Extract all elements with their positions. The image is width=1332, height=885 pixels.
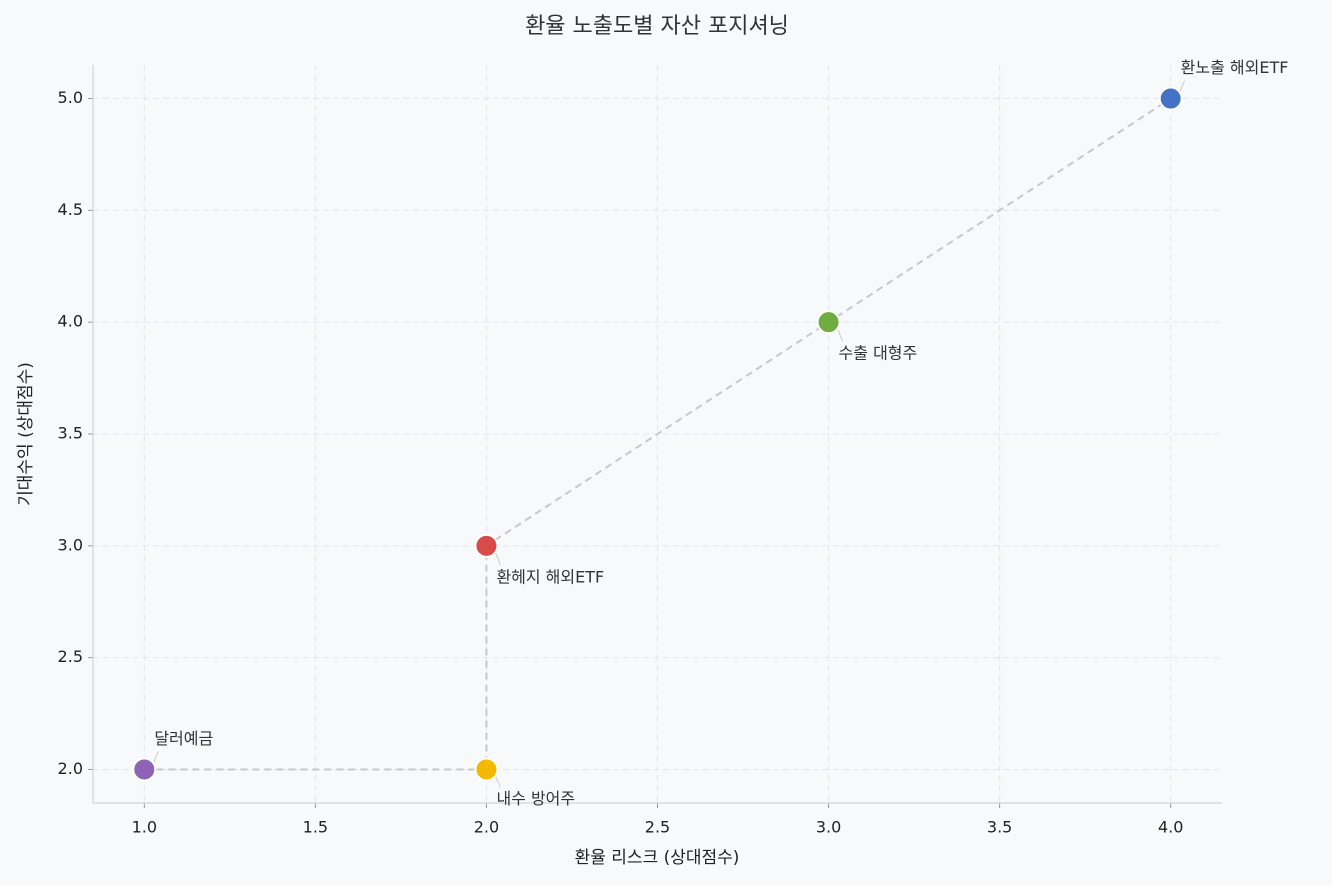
point-label: 환노출 해외ETF <box>1181 58 1289 77</box>
y-tick-label: 5.0 <box>58 88 83 107</box>
y-tick-label: 2.0 <box>58 759 83 778</box>
x-tick-label: 1.0 <box>132 818 157 837</box>
y-tick-label: 2.5 <box>58 647 83 666</box>
y-tick-label: 4.0 <box>58 312 83 331</box>
y-tick-label: 3.0 <box>58 535 83 554</box>
x-tick-label: 3.0 <box>816 818 841 837</box>
x-tick-label: 2.0 <box>474 818 499 837</box>
x-axis-label: 환율 리스크 (상대점수) <box>575 848 740 868</box>
x-tick-label: 1.5 <box>303 818 328 837</box>
point-label: 달러예금 <box>154 729 213 748</box>
point <box>1158 86 1183 111</box>
point <box>474 533 499 558</box>
point-label: 환헤지 해외ETF <box>496 567 604 586</box>
point-label: 내수 방어주 <box>496 789 575 808</box>
chart-title: 환율 노출도별 자산 포지셔닝 <box>525 14 789 39</box>
x-tick-label: 3.5 <box>987 818 1012 837</box>
y-tick-label: 4.5 <box>58 200 83 219</box>
y-tick-label: 3.5 <box>58 424 83 443</box>
point-label: 수출 대형주 <box>839 344 918 363</box>
point <box>816 310 841 335</box>
point <box>474 757 499 782</box>
point <box>132 757 157 782</box>
y-axis-label: 기대수익 (상대점수) <box>16 362 36 506</box>
x-tick-label: 2.5 <box>645 818 670 837</box>
x-tick-label: 4.0 <box>1158 818 1183 837</box>
